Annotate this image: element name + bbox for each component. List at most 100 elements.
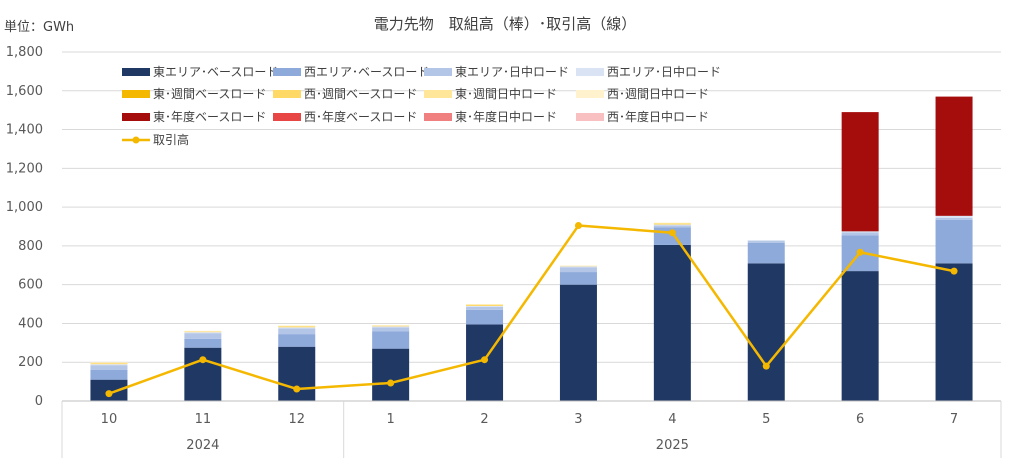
bar-segment: [466, 309, 504, 325]
bar-segment: [841, 232, 879, 236]
grid-layer: [62, 51, 1001, 363]
bar-segment: [935, 215, 973, 218]
unit-label: 単位：GWh: [4, 19, 74, 35]
trade-volume-point: [105, 390, 113, 398]
y-tick-label: 600: [18, 278, 43, 293]
legend-label: 西エリア･日中ロード: [607, 64, 721, 79]
x-tick-label: 5: [762, 412, 770, 427]
bar-segment: [653, 224, 691, 226]
trade-volume-point: [481, 356, 489, 364]
trade-volume-point: [387, 379, 395, 387]
legend-swatch: [122, 90, 150, 98]
legend-label: 東･週間ベースロード: [153, 87, 266, 101]
legend-swatch: [424, 68, 452, 76]
x-tick-label: 2: [480, 412, 488, 427]
bar-segment: [935, 217, 973, 220]
bar-segment: [841, 231, 879, 233]
legend-label: 西エリア･ベースロード: [304, 65, 429, 79]
legend-label: 東･年度ベースロード: [153, 109, 266, 124]
line-layer: [105, 222, 958, 398]
legend-label: 東･週間日中ロード: [455, 86, 557, 101]
legend-label: 東エリア･ベースロード: [153, 65, 278, 79]
trade-volume-point: [199, 356, 207, 364]
bar-segment: [466, 306, 504, 310]
bar-segment: [184, 347, 222, 401]
bar-segment: [372, 348, 410, 401]
x-tick-label: 10: [101, 412, 118, 427]
bar-segment: [184, 332, 222, 334]
legend: 東エリア･ベースロード 西エリア･ベースロード 東エリア･日中ロード 西エリア･日中ロ…: [122, 64, 721, 147]
legend-swatch: [273, 90, 301, 98]
x-tick-label: 1: [387, 412, 395, 427]
bar-segment: [184, 331, 222, 333]
bar-segment: [559, 272, 597, 285]
year-group-label: 2025: [656, 438, 689, 453]
bar-segment: [559, 266, 597, 268]
x-tick-label: 4: [668, 412, 676, 427]
legend-swatch: [273, 113, 301, 121]
legend-label: 西･年度日中ロード: [607, 109, 709, 124]
trade-volume-point: [762, 362, 770, 370]
bar-segment: [747, 263, 785, 401]
legend-label: 西･週間ベースロード: [304, 87, 417, 101]
chart-title: 電力先物 取組高（棒）･取引高（線）: [374, 15, 637, 33]
x-tick-label: 6: [856, 412, 864, 427]
bar-segment: [90, 364, 128, 366]
y-tick-label: 1,400: [6, 123, 43, 138]
legend-swatch: [122, 113, 150, 121]
bar-segment: [278, 346, 316, 401]
bar-segment: [278, 334, 316, 347]
bar-segment: [559, 267, 597, 273]
bar-segment: [372, 326, 410, 328]
bar-segment: [935, 219, 973, 264]
bar-layer: [90, 96, 973, 401]
bar-segment: [372, 331, 410, 349]
y-tick-label: 1,000: [6, 200, 43, 215]
legend-swatch: [132, 136, 140, 144]
bar-segment: [90, 369, 128, 380]
legend-swatch: [576, 113, 604, 121]
y-tick-label: 200: [18, 355, 43, 370]
bar-segment: [466, 305, 504, 306]
trade-volume-line: [108, 224, 955, 395]
bar-segment: [747, 241, 785, 243]
bar-segment: [466, 304, 504, 306]
bar-segment: [184, 338, 222, 348]
legend-label: 西･週間日中ロード: [607, 86, 709, 101]
bar-segment: [184, 333, 222, 339]
bar-segment: [935, 263, 973, 401]
bar-segment: [278, 327, 316, 329]
bar-segment: [559, 284, 597, 401]
legend-swatch: [576, 68, 604, 76]
x-tick-label: 7: [950, 412, 958, 427]
x-tick-label: 11: [195, 412, 212, 427]
bar-segment: [653, 225, 691, 228]
bar-segment: [747, 242, 785, 264]
legend-swatch: [424, 90, 452, 98]
bar-segment: [841, 271, 879, 401]
bar-segment: [747, 240, 785, 242]
y-tick-label: 0: [35, 394, 43, 409]
bar-segment: [372, 327, 410, 332]
trade-volume-point: [574, 222, 582, 230]
bar-segment: [466, 305, 504, 307]
trade-volume-point: [856, 248, 864, 256]
bar-segment: [935, 96, 973, 216]
trade-volume-point: [668, 229, 676, 237]
bar-segment: [653, 244, 691, 401]
bar-segment: [278, 328, 316, 335]
trade-volume-point: [293, 385, 301, 393]
axis-layer: 0 200 400 600 800 1,000 1,200 1,400 1,600 1,800 10…: [6, 45, 1002, 458]
legend-swatch: [424, 113, 452, 121]
legend-label: 東･年度日中ロード: [455, 109, 557, 124]
bar-segment: [90, 363, 128, 365]
legend-swatch: [576, 90, 604, 98]
trade-volume-point: [950, 267, 958, 275]
bar-segment: [90, 365, 128, 370]
y-tick-label: 400: [18, 316, 43, 331]
y-tick-label: 1,200: [6, 161, 43, 176]
legend-label: 東エリア･日中ロード: [455, 64, 569, 79]
bar-segment: [653, 223, 691, 224]
bar-segment: [372, 325, 410, 327]
bar-segment: [90, 362, 128, 364]
